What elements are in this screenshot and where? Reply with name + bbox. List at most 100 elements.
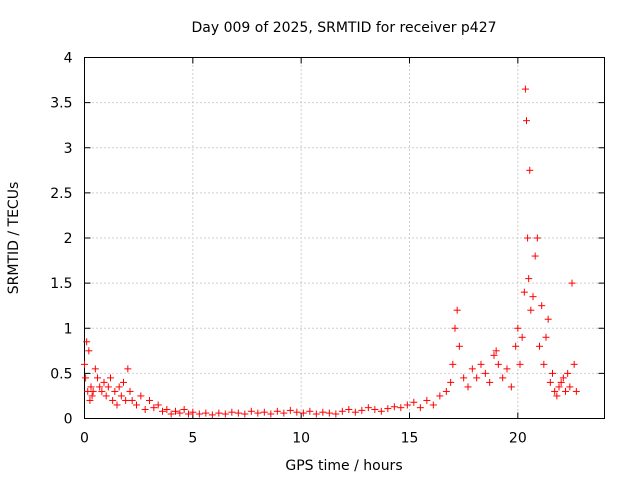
data-point (503, 365, 511, 373)
data-point (481, 369, 489, 377)
data-point (436, 392, 444, 400)
data-point (468, 365, 476, 373)
data-point (100, 378, 108, 386)
x-axis-label: GPS time / hours (285, 458, 402, 474)
data-point (538, 302, 546, 310)
data-point (189, 408, 197, 416)
data-point (247, 407, 255, 415)
data-point (260, 408, 268, 416)
data-point (451, 324, 459, 332)
data-point (540, 360, 548, 368)
data-point (195, 410, 203, 418)
data-point (286, 406, 294, 414)
data-point (371, 405, 379, 413)
data-point (527, 306, 535, 314)
data-point (89, 387, 97, 395)
data-point (267, 410, 275, 418)
data-point (524, 234, 532, 242)
data-point (533, 234, 541, 242)
y-tick-label: 3.5 (50, 96, 72, 112)
data-point (542, 333, 550, 341)
data-point (518, 333, 526, 341)
data-point (141, 405, 149, 413)
data-point (449, 360, 457, 368)
data-point (117, 392, 125, 400)
data-point (453, 306, 461, 314)
data-point (241, 410, 249, 418)
data-point (464, 383, 472, 391)
data-point (572, 387, 580, 395)
data-point (120, 378, 127, 386)
data-point (109, 396, 117, 404)
data-point (525, 275, 533, 283)
data-point (137, 392, 145, 400)
data-point (429, 401, 437, 409)
data-point (319, 408, 327, 416)
data-point (312, 410, 320, 418)
data-point (221, 410, 229, 418)
y-tick-label: 0.5 (50, 366, 72, 382)
data-point (549, 369, 556, 377)
data-point (544, 315, 552, 323)
data-point (102, 392, 110, 400)
data-point (96, 383, 104, 391)
data-point (280, 409, 288, 417)
data-point (98, 387, 106, 395)
data-point (126, 387, 134, 395)
data-point (416, 404, 424, 412)
y-tick-label: 1 (64, 321, 73, 337)
data-point (273, 407, 281, 415)
y-tick-label: 0 (64, 412, 73, 428)
data-point (390, 403, 398, 411)
data-point (514, 324, 522, 332)
data-point (91, 365, 99, 373)
data-point (215, 409, 223, 417)
data-point (107, 374, 114, 382)
data-point (83, 338, 91, 346)
data-point (520, 288, 528, 296)
data-point (82, 374, 90, 382)
data-point (516, 360, 524, 368)
data-point (345, 405, 353, 413)
data-point (553, 392, 561, 400)
data-point (185, 410, 192, 418)
data-point (202, 409, 210, 417)
data-point (113, 401, 121, 409)
data-point (447, 378, 455, 386)
x-tick-label: 10 (292, 431, 310, 447)
data-point (377, 407, 385, 415)
y-tick-label: 4 (64, 51, 73, 67)
data-point (115, 383, 123, 391)
data-point (523, 117, 530, 125)
data-point (180, 405, 188, 413)
data-point (568, 279, 576, 287)
data-point (86, 396, 94, 404)
chart-title: Day 009 of 2025, SRMTID for receiver p42… (191, 20, 496, 36)
data-point (154, 401, 162, 409)
data-point (486, 378, 494, 386)
x-tick-label: 0 (80, 431, 89, 447)
data-point (536, 342, 543, 350)
data-point (306, 407, 314, 415)
data-point (88, 392, 96, 400)
data-point (494, 360, 502, 368)
data-point (460, 374, 468, 382)
data-point (351, 408, 359, 416)
y-tick-labels: 0 0.5 1 1.5 2 2.5 3 3.5 4 (50, 51, 72, 428)
data-point (146, 396, 153, 404)
y-tick-label: 1.5 (50, 276, 72, 292)
data-point (234, 409, 242, 417)
data-point (254, 409, 262, 417)
data-point (473, 374, 481, 382)
data-point (442, 387, 450, 395)
data-point (150, 404, 158, 412)
data-point (526, 166, 534, 174)
data-point (167, 410, 175, 418)
y-tick-label: 2.5 (50, 186, 72, 202)
data-point (85, 347, 93, 355)
data-point (293, 408, 301, 416)
data-point (529, 293, 537, 301)
data-point (570, 360, 578, 368)
data-point (490, 351, 498, 359)
